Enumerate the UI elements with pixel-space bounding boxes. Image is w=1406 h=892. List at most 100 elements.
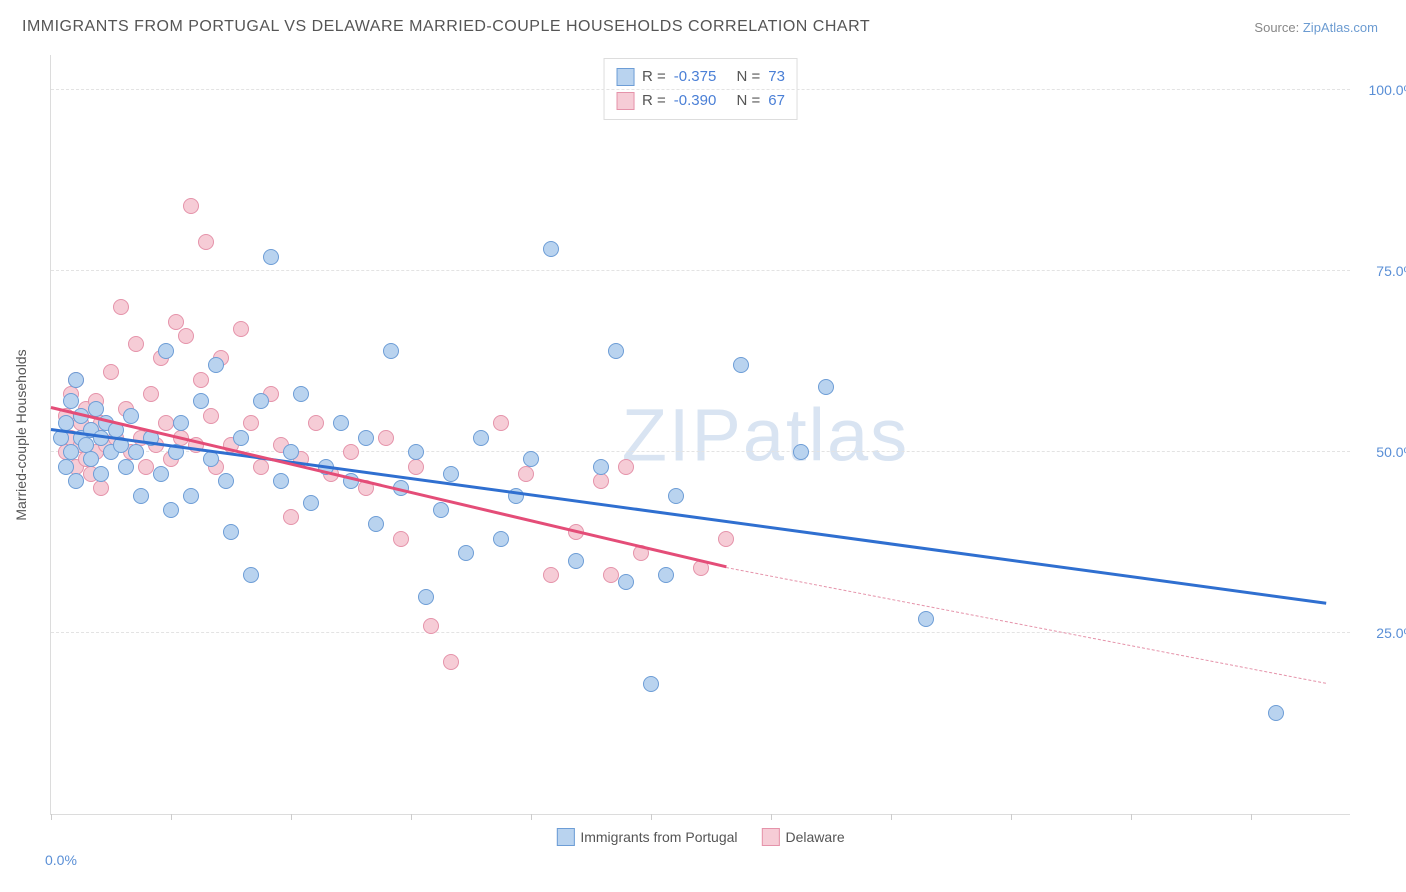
watermark-bold: ZIP <box>622 393 743 476</box>
scatter-point <box>658 567 674 583</box>
xtick <box>891 814 892 820</box>
plot-area: Married-couple Households ZIPatlas R = -… <box>50 55 1350 815</box>
scatter-point <box>253 459 269 475</box>
xtick-label: 0.0% <box>45 852 77 868</box>
scatter-point <box>263 249 279 265</box>
scatter-point <box>308 415 324 431</box>
scatter-point <box>58 459 74 475</box>
ytick-label: 100.0% <box>1356 82 1406 98</box>
scatter-point <box>343 444 359 460</box>
scatter-point <box>793 444 809 460</box>
scatter-point <box>273 473 289 489</box>
xtick <box>1131 814 1132 820</box>
scatter-point <box>68 372 84 388</box>
scatter-point <box>243 567 259 583</box>
scatter-point <box>183 198 199 214</box>
scatter-point <box>333 415 349 431</box>
scatter-point <box>1268 705 1284 721</box>
legend-item: Delaware <box>762 828 845 846</box>
scatter-point <box>423 618 439 634</box>
scatter-point <box>158 415 174 431</box>
scatter-point <box>408 459 424 475</box>
scatter-point <box>83 451 99 467</box>
trend-line <box>726 567 1326 684</box>
watermark-light: atlas <box>743 393 909 476</box>
watermark: ZIPatlas <box>622 392 909 477</box>
ytick-label: 75.0% <box>1356 263 1406 279</box>
scatter-point <box>458 545 474 561</box>
scatter-point <box>193 393 209 409</box>
scatter-point <box>718 531 734 547</box>
scatter-point <box>443 654 459 670</box>
legend-bottom: Immigrants from Portugal Delaware <box>556 828 844 846</box>
scatter-point <box>128 444 144 460</box>
scatter-point <box>103 364 119 380</box>
xtick <box>291 814 292 820</box>
gridline <box>51 632 1350 633</box>
scatter-point <box>608 343 624 359</box>
scatter-point <box>233 321 249 337</box>
scatter-point <box>543 567 559 583</box>
xtick <box>531 814 532 820</box>
source-value: ZipAtlas.com <box>1303 20 1378 35</box>
gridline <box>51 89 1350 90</box>
scatter-point <box>163 502 179 518</box>
scatter-point <box>123 408 139 424</box>
scatter-point <box>203 451 219 467</box>
scatter-point <box>198 234 214 250</box>
stat-n-label: N = <box>737 65 761 89</box>
scatter-point <box>393 531 409 547</box>
scatter-point <box>63 444 79 460</box>
scatter-point <box>733 357 749 373</box>
legend-stats-row: R = -0.375 N = 73 <box>616 65 785 89</box>
scatter-point <box>63 393 79 409</box>
scatter-point <box>378 430 394 446</box>
scatter-point <box>383 343 399 359</box>
scatter-point <box>133 488 149 504</box>
scatter-point <box>243 415 259 431</box>
xtick <box>1011 814 1012 820</box>
stat-r-value: -0.375 <box>674 65 717 89</box>
stat-n-value: 73 <box>768 65 785 89</box>
scatter-point <box>208 357 224 373</box>
scatter-point <box>128 336 144 352</box>
scatter-point <box>233 430 249 446</box>
legend-swatch-icon <box>616 68 634 86</box>
scatter-point <box>523 451 539 467</box>
scatter-point <box>918 611 934 627</box>
gridline <box>51 270 1350 271</box>
scatter-point <box>818 379 834 395</box>
scatter-point <box>118 459 134 475</box>
stat-r-label: R = <box>642 89 666 113</box>
scatter-point <box>493 415 509 431</box>
scatter-point <box>368 516 384 532</box>
scatter-point <box>193 372 209 388</box>
xtick <box>411 814 412 820</box>
scatter-point <box>93 480 109 496</box>
scatter-point <box>253 393 269 409</box>
xtick <box>1251 814 1252 820</box>
legend-item-label: Delaware <box>786 829 845 845</box>
stat-r-label: R = <box>642 65 666 89</box>
ytick-label: 25.0% <box>1356 625 1406 641</box>
scatter-point <box>603 567 619 583</box>
source-label: Source: <box>1254 20 1299 35</box>
scatter-point <box>443 466 459 482</box>
scatter-point <box>173 415 189 431</box>
scatter-point <box>283 509 299 525</box>
scatter-point <box>543 241 559 257</box>
scatter-point <box>183 488 199 504</box>
scatter-point <box>358 430 374 446</box>
ytick-label: 50.0% <box>1356 444 1406 460</box>
scatter-point <box>138 459 154 475</box>
legend-swatch-icon <box>616 92 634 110</box>
scatter-point <box>283 444 299 460</box>
legend-stats-row: R = -0.390 N = 67 <box>616 89 785 113</box>
legend-swatch-icon <box>762 828 780 846</box>
y-axis-label: Married-couple Households <box>13 349 29 520</box>
scatter-point <box>303 495 319 511</box>
scatter-point <box>168 314 184 330</box>
legend-item-label: Immigrants from Portugal <box>580 829 737 845</box>
scatter-point <box>158 343 174 359</box>
xtick <box>171 814 172 820</box>
